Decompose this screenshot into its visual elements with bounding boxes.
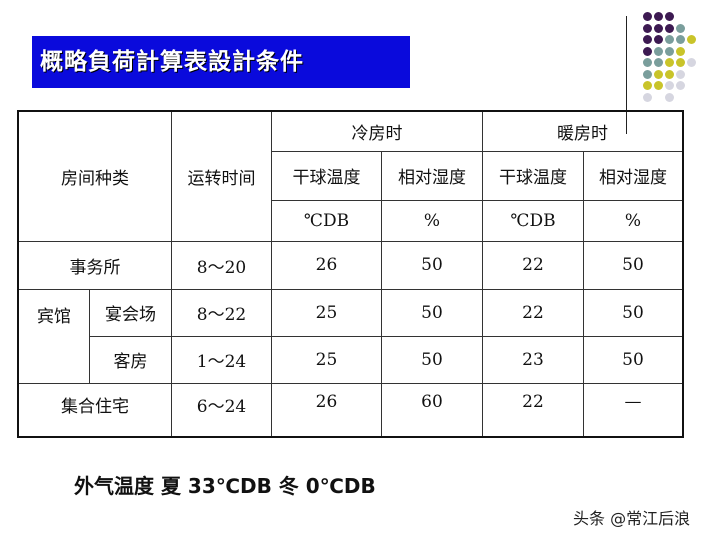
dot [654,58,663,67]
dot [665,35,674,44]
cooling-rh: 50 [381,240,483,290]
table-row: 事务所 8～20 26 50 22 50 [17,240,684,290]
dot [654,69,663,79]
header-operating-hours: 运转时间 [171,110,272,242]
dot [676,35,685,44]
header-heating: 暖房时 [482,110,684,152]
dot [654,23,663,33]
dot [654,81,663,90]
header-heating-rh: 相对湿度 [583,150,684,201]
dot [643,35,652,44]
dot [643,12,652,21]
dot [676,23,685,33]
heating-rh: — [583,382,684,438]
dot [654,35,663,44]
heating-temp: 23 [482,335,584,384]
room-type: 宾馆 [17,288,90,384]
unit-heating-temp: ℃DB [482,199,584,242]
divider [626,16,627,134]
dot [687,58,696,67]
dot [665,12,674,21]
heating-temp: 22 [482,288,584,337]
heating-temp: 22 [482,382,584,438]
dot [654,46,663,56]
dot [643,81,652,90]
cooling-temp: 25 [271,288,382,337]
dot [676,58,685,67]
dot [665,81,674,90]
hours: 6～24 [171,382,272,438]
dot [643,58,652,67]
hours: 1～24 [171,335,272,384]
dot [654,12,663,21]
cooling-rh: 50 [381,335,483,384]
room-subtype: 宴会场 [89,288,172,337]
unit-heating-rh: % [583,199,684,242]
header-heating-dry-bulb: 干球温度 [482,150,584,201]
cooling-temp: 26 [271,382,382,438]
room-type: 集合住宅 [17,382,172,438]
hours: 8～20 [171,240,272,290]
header-room-type: 房间种类 [17,110,172,242]
cooling-rh: 50 [381,288,483,337]
heating-rh: 50 [583,335,684,384]
design-conditions-table: 房间种类 运转时间 冷房时 暖房时 干球温度 相对湿度 干球温度 相对湿度 ℃D… [17,110,684,438]
dot [665,46,674,56]
dot [665,69,674,79]
cooling-rh: 60 [381,382,483,438]
dot [676,46,685,56]
dot [665,92,674,102]
watermark: 头条 @常江后浪 [573,509,691,528]
header-cooling-dry-bulb: 干球温度 [271,150,382,201]
heating-temp: 22 [482,240,584,290]
dot [676,81,685,90]
page-title: 概略負荷計算表設計条件 [32,36,410,88]
heating-rh: 50 [583,240,684,290]
heating-rh: 50 [583,288,684,337]
dot [643,23,652,33]
unit-cooling-rh: % [381,199,483,242]
dot [687,35,696,44]
dot [643,92,652,102]
dot [643,46,652,56]
table-row: 集合住宅 6～24 26 60 22 — [17,382,684,438]
header-cooling-rh: 相对湿度 [381,150,483,201]
header-cooling: 冷房时 [271,110,483,152]
room-type: 事务所 [17,240,172,290]
dot [643,69,652,79]
cooling-temp: 25 [271,335,382,384]
dot [676,69,685,79]
room-subtype: 客房 [89,335,172,384]
hours: 8～22 [171,288,272,337]
dot [665,58,674,67]
table-row: 宾馆 宴会场 8～22 25 50 22 50 [17,288,684,384]
unit-cooling-temp: ℃DB [271,199,382,242]
table-row: 客房 1～24 25 50 23 50 [18,335,684,384]
outdoor-temperature-note: 外气温度 夏 33℃DB 冬 0℃DB [74,474,376,498]
cooling-temp: 26 [271,240,382,290]
dot [665,23,674,33]
